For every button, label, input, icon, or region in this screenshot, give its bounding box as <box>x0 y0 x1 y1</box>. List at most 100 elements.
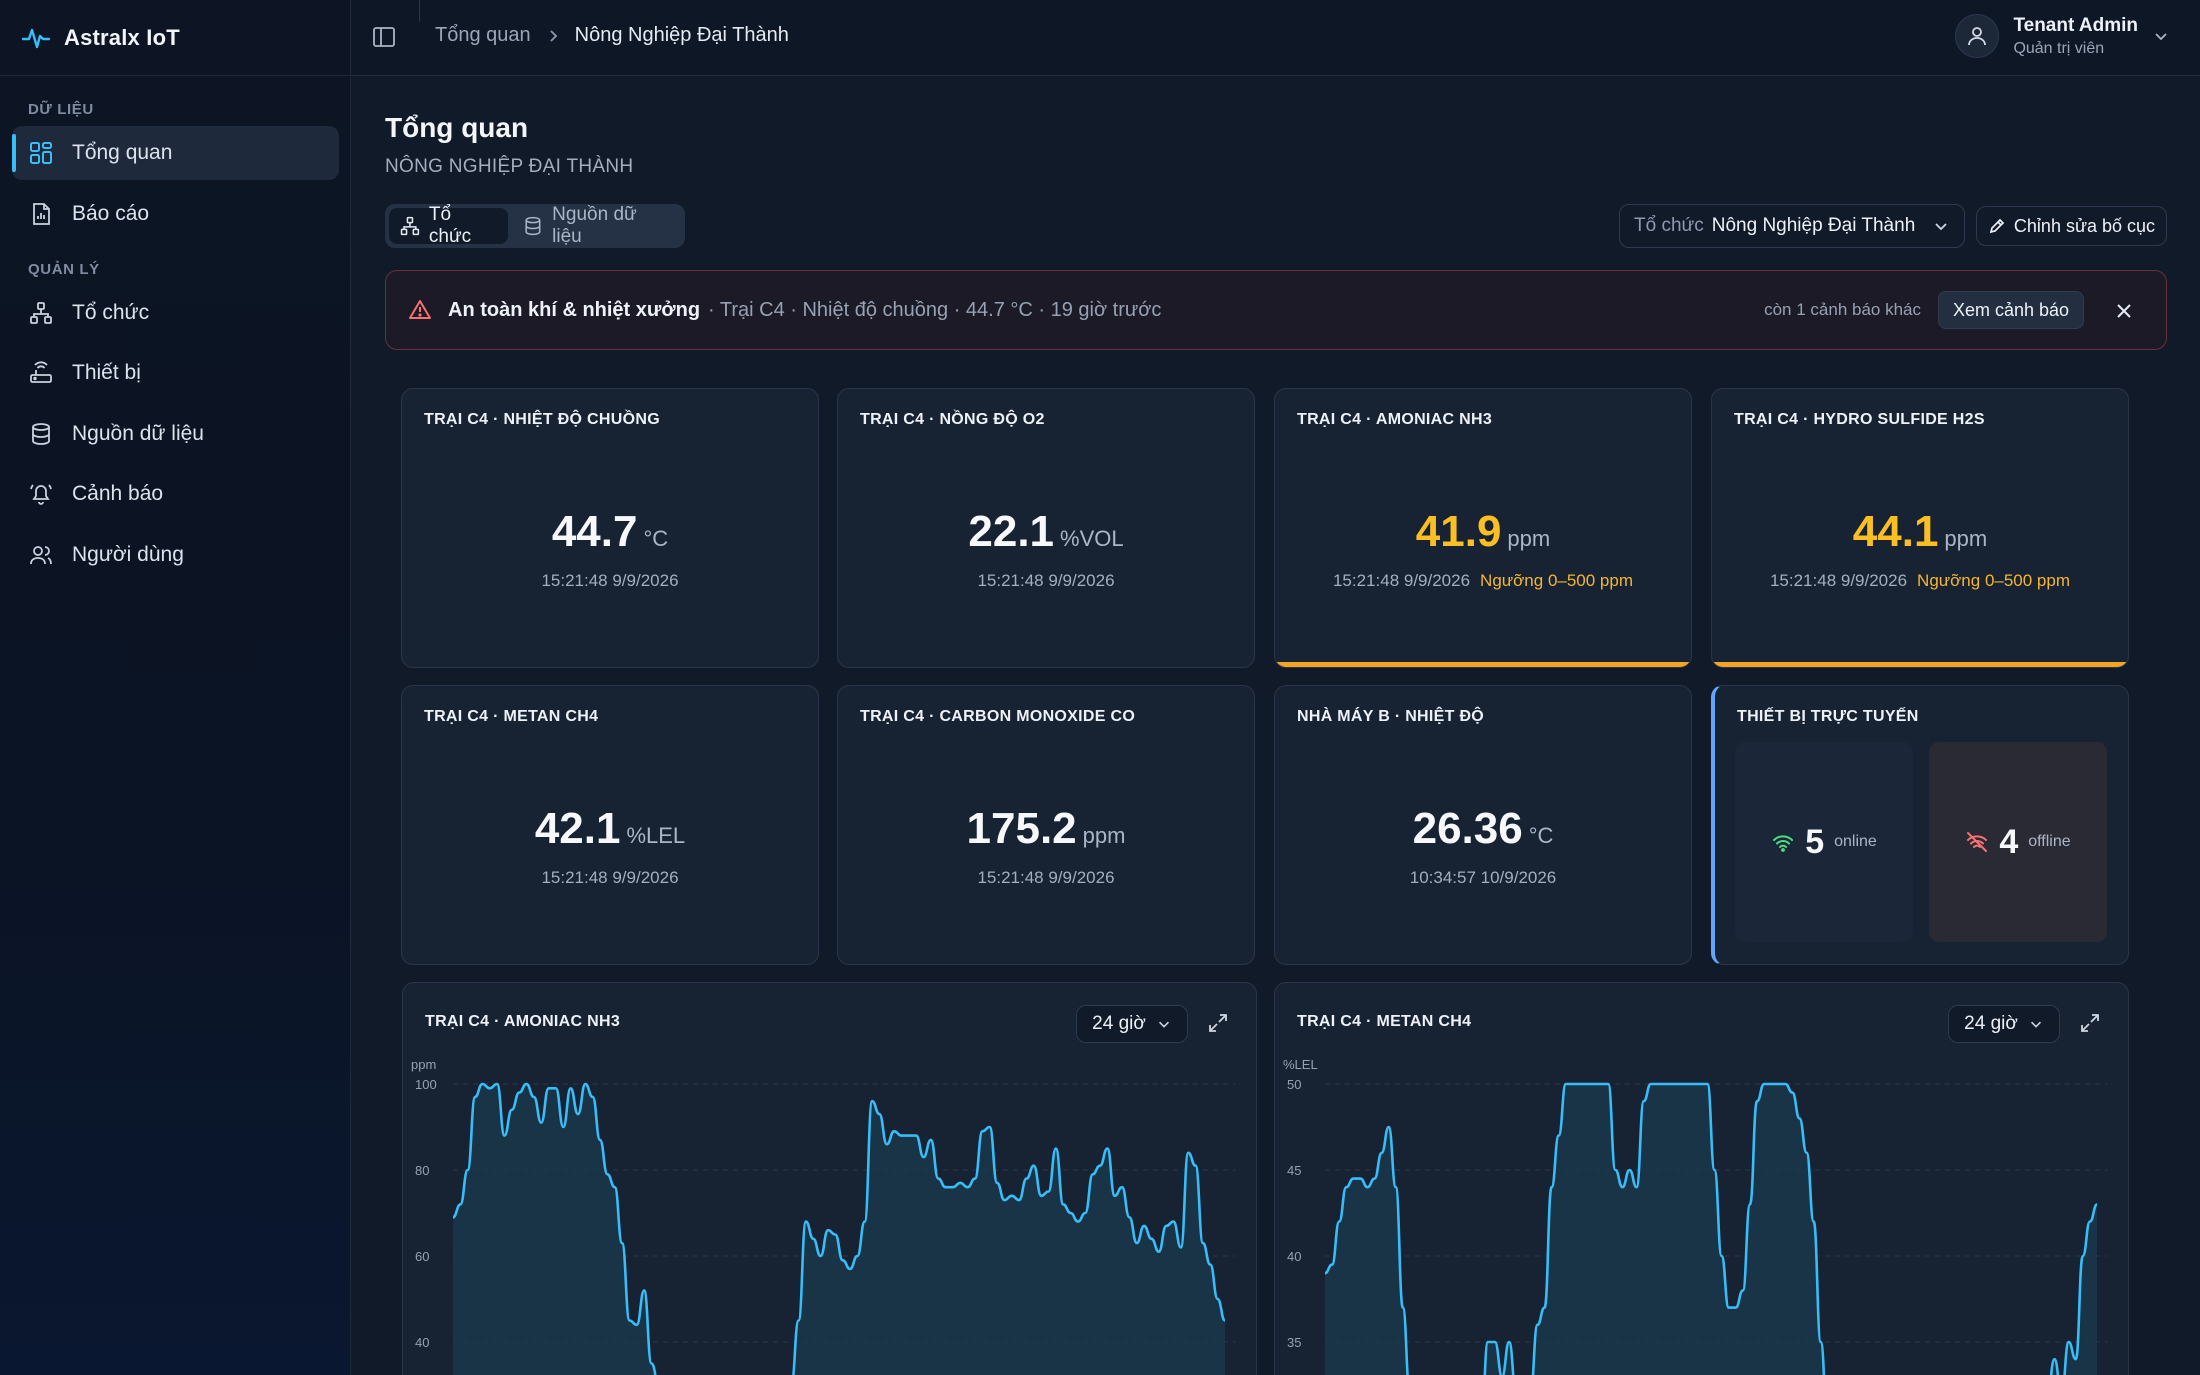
expand-icon[interactable] <box>1206 1011 1230 1035</box>
card-value-row: 22.1 %VOL <box>838 507 1254 557</box>
card-title: NHÀ MÁY B · NHIỆT ĐỘ <box>1297 708 1485 725</box>
card-timestamp: 15:21:48 9/9/2026 <box>1769 571 1908 590</box>
card-unit: ppm <box>1082 823 1126 848</box>
sidebar-item-datasources[interactable]: Nguồn dữ liệu <box>12 407 339 461</box>
user-menu[interactable]: Tenant Admin Quản trị viên <box>1955 14 2170 58</box>
sidebar-toggle-icon[interactable] <box>369 22 399 52</box>
brand[interactable]: Astralx IoT <box>0 0 350 76</box>
card-unit: °C <box>643 526 669 551</box>
warning-bar <box>1712 662 2128 667</box>
report-icon <box>33 203 50 225</box>
metric-card[interactable]: TRẠI C4 · METAN CH4 42.1 %LEL 15:21:48 9/9/… <box>401 685 819 965</box>
breadcrumb-overview[interactable]: Tổng quan <box>435 24 531 46</box>
offline-label: offline <box>2028 833 2071 850</box>
chart-title: TRẠI C4 · AMONIAC NH3 <box>425 1013 621 1030</box>
page-title: Tổng quan <box>385 112 529 143</box>
sidebar-item-devices[interactable]: Thiết bị <box>12 346 339 400</box>
y-axis-unit: ppm <box>411 1057 436 1072</box>
sidebar-item-label: Thiết bị <box>72 361 141 384</box>
chevron-right-icon <box>550 29 557 42</box>
wifi-icon <box>1773 835 1794 852</box>
warning-bar <box>1275 662 1691 667</box>
card-value: 41.9 <box>1415 507 1502 556</box>
avatar <box>1955 14 2000 58</box>
chart-card-nh3: TRẠI C4 · AMONIAC NH3 24 giờ ppm 100 80 60 4… <box>402 982 1257 1375</box>
line-chart-ch4: %LEL 50 45 40 35 <box>1283 1057 2107 1375</box>
card-meta: 15:21:48 9/9/2026 <box>838 868 1254 888</box>
card-unit: °C <box>1528 823 1554 848</box>
series-area <box>1325 1084 2097 1375</box>
range-value: 24 giờ <box>1964 1013 2018 1034</box>
alert-banner: An toàn khí & nhiệt xưởng · Trại C4 · Nh… <box>385 270 2167 350</box>
card-value-row: 44.1 ppm <box>1712 507 2128 557</box>
card-title: TRẠI C4 · AMONIAC NH3 <box>1297 411 1493 428</box>
y-tick-label: 50 <box>1287 1077 1301 1092</box>
close-icon[interactable] <box>2112 299 2136 323</box>
nav-section-manage: QUẢN LÝ <box>28 261 100 278</box>
alert-title: An toàn khí & nhiệt xưởng <box>448 298 701 321</box>
tab-datasource[interactable]: Nguồn dữ liệu <box>512 204 681 247</box>
offline-stat[interactable]: 4 offline <box>1929 742 2107 942</box>
pulse-icon <box>22 28 50 48</box>
online-stat[interactable]: 5 online <box>1735 742 1913 942</box>
card-title: TRẠI C4 · NỒNG ĐỘ O2 <box>860 411 1045 428</box>
sidebar-item-organization[interactable]: Tổ chức <box>12 286 339 340</box>
sidebar-item-alerts[interactable]: Cảnh báo <box>12 467 339 521</box>
bell-icon <box>30 484 52 505</box>
y-tick-label: 40 <box>415 1335 429 1350</box>
y-tick-label: 45 <box>1287 1163 1301 1178</box>
org-select-value: Nông Nghiệp Đại Thành <box>1711 215 1916 236</box>
sidebar-item-reports[interactable]: Báo cáo <box>12 187 339 241</box>
time-range-select[interactable]: 24 giờ <box>1076 1005 1188 1043</box>
view-alerts-button[interactable]: Xem cảnh báo <box>1938 291 2084 329</box>
users-icon <box>30 546 52 565</box>
alert-more-count: còn 1 cảnh báo khác <box>1764 300 1921 319</box>
chevron-down-icon <box>2030 1021 2041 1028</box>
sidebar-item-users[interactable]: Người dùng <box>12 528 339 582</box>
expand-icon[interactable] <box>2078 1011 2102 1035</box>
metric-card[interactable]: NHÀ MÁY B · NHIỆT ĐỘ 26.36 °C 10:34:57 10/9… <box>1274 685 1692 965</box>
metric-card[interactable]: TRẠI C4 · CARBON MONOXIDE CO 175.2 ppm 15:2… <box>837 685 1255 965</box>
card-timestamp: 15:21:48 9/9/2026 <box>977 571 1115 590</box>
card-title: TRẠI C4 · NHIỆT ĐỘ CHUỒNG <box>424 411 660 428</box>
y-tick-label: 60 <box>415 1249 429 1264</box>
card-unit: %LEL <box>626 823 686 848</box>
card-value: 26.36 <box>1412 804 1523 853</box>
series-area <box>453 1084 1225 1375</box>
card-value-row: 41.9 ppm <box>1275 507 1691 557</box>
time-range-select[interactable]: 24 giờ <box>1948 1005 2060 1043</box>
organization-select[interactable]: Tổ chức Nông Nghiệp Đại Thành <box>1619 204 1965 248</box>
metric-card[interactable]: TRẠI C4 · NHIỆT ĐỘ CHUỒNG 44.7 °C 15:21:48 … <box>401 388 819 668</box>
card-timestamp: 10:34:57 10/9/2026 <box>1409 868 1557 887</box>
card-threshold: Ngưỡng 0–500 ppm <box>1480 571 1634 590</box>
sidebar-item-overview[interactable]: Tổng quan <box>12 126 339 180</box>
y-tick-label: 35 <box>1287 1335 1301 1350</box>
card-value: 175.2 <box>966 804 1077 853</box>
card-value-row: 26.36 °C <box>1275 804 1691 854</box>
wifi-off-icon <box>1967 832 1988 852</box>
edit-layout-button[interactable]: Chỉnh sửa bố cục <box>1976 206 2167 246</box>
sidebar-item-label: Cảnh báo <box>72 482 164 505</box>
topbar: Tổng quan Nông Nghiệp Đại Thành Tenant A… <box>351 0 2200 76</box>
org-select-label: Tổ chức <box>1634 215 1704 236</box>
card-value: 42.1 <box>534 804 621 853</box>
page-subtitle: NÔNG NGHIỆP ĐẠI THÀNH <box>385 156 634 177</box>
sidebar-item-label: Người dùng <box>72 543 184 566</box>
metric-card[interactable]: TRẠI C4 · AMONIAC NH3 41.9 ppm 15:21:48 9/9… <box>1274 388 1692 668</box>
card-meta: 15:21:48 9/9/2026 Ngưỡng 0–500 ppm <box>1275 571 1691 591</box>
metric-card[interactable]: TRẠI C4 · HYDRO SULFIDE H2S 44.1 ppm 15:21:… <box>1711 388 2129 668</box>
chevron-down-icon <box>2155 33 2167 41</box>
card-unit: ppm <box>1944 526 1988 551</box>
card-unit: %VOL <box>1060 526 1124 551</box>
card-meta: 15:21:48 9/9/2026 <box>402 868 818 888</box>
metric-card[interactable]: TRẠI C4 · NỒNG ĐỘ O2 22.1 %VOL 15:21:48 9/9… <box>837 388 1255 668</box>
series-line <box>452 1082 1226 1375</box>
tab-organization[interactable]: Tổ chức <box>389 204 509 247</box>
database-icon <box>32 423 50 445</box>
database-icon <box>525 216 541 236</box>
warning-triangle-icon <box>409 300 431 319</box>
card-value: 22.1 <box>968 507 1055 556</box>
card-meta: 15:21:48 9/9/2026 Ngưỡng 0–500 ppm <box>1712 571 2128 591</box>
user-info: Tenant Admin Quản trị viên <box>2013 15 2138 58</box>
card-title: TRẠI C4 · METAN CH4 <box>424 708 599 725</box>
